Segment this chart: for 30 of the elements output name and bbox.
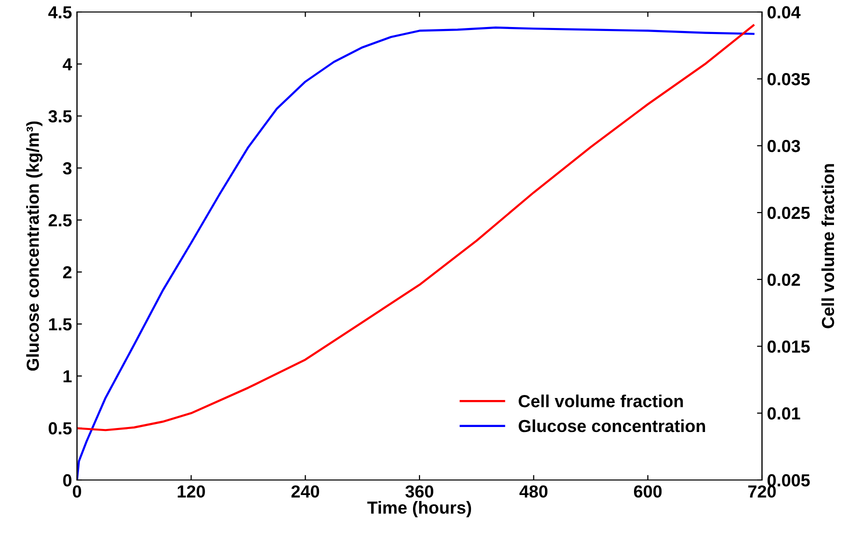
x-tick-label: 480	[519, 485, 548, 498]
y2-tick-label: 0.015	[768, 340, 810, 353]
y2-tick-label: 0.04	[768, 6, 801, 18]
y2-tick-label: 0.01	[768, 407, 800, 420]
y-tick-label: 4.5	[48, 6, 72, 18]
y-tick-label: 3.5	[48, 110, 72, 122]
y-tick-label: 4	[62, 58, 72, 70]
x-tick-label: 720	[748, 485, 776, 498]
y2-tick-label: 0.025	[768, 206, 810, 220]
y-axis-title: Glucose concentration (kg/m³)	[26, 121, 42, 371]
y2-tick-label: 0.035	[768, 73, 810, 86]
y-tick-label: 1	[64, 370, 72, 382]
y-tick-label: 2	[63, 266, 72, 278]
legend-label: Cell volume fraction	[518, 394, 683, 408]
y2-axis-title: Cell volume fraction	[821, 164, 834, 328]
x-axis-title: Time (hours)	[367, 501, 472, 518]
y2-tick-label: 0.005	[768, 474, 810, 486]
x-tick-label: 360	[405, 485, 434, 498]
x-tick-label: 240	[291, 485, 320, 498]
legend-label: Glucose concentration	[518, 419, 706, 432]
y2-tick-label: 0.03	[768, 140, 800, 152]
y-tick-label: 3	[62, 162, 72, 174]
y-tick-label: 2.5	[48, 214, 72, 226]
y-tick-label: 1.5	[49, 318, 72, 330]
y2-tick-label: 0.02	[768, 274, 800, 286]
y-tick-label: 0.5	[48, 422, 72, 434]
x-tick-label: 0	[72, 485, 82, 498]
y-tick-label: 0	[63, 474, 72, 486]
x-tick-label: 600	[634, 485, 662, 498]
x-tick-label: 120	[178, 485, 205, 498]
